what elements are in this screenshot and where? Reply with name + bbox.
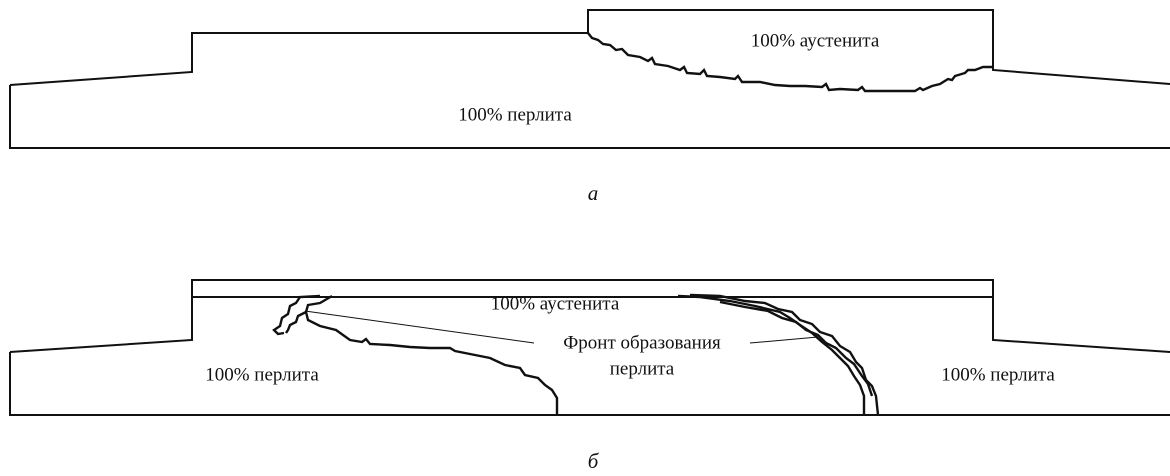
pearlite-front	[677, 294, 866, 415]
austenite-boundary	[587, 32, 993, 93]
pearlite-label: 100% перлита	[941, 364, 1055, 385]
pearlite-label: 100% перлита	[205, 364, 319, 385]
panel-a: 100% аустенита 100% перлита а	[9, 9, 1170, 205]
austenite-label: 100% аустенита	[751, 30, 880, 51]
austenite-label: 100% аустенита	[491, 293, 620, 314]
body-outline	[9, 85, 1170, 149]
pearlite-front	[719, 300, 874, 397]
pearlite-front	[272, 294, 321, 336]
pearlite-front	[689, 293, 880, 416]
body-outline	[9, 9, 1170, 86]
panel-b: 100% аустенита 100% перлита 100% перлита…	[9, 279, 1170, 473]
body-outline	[9, 352, 1170, 416]
caption: а	[588, 181, 599, 205]
caption: б	[588, 449, 600, 473]
leader-line	[749, 336, 819, 344]
front-annotation: перлита	[610, 358, 675, 379]
front-annotation: Фронт образования	[563, 332, 721, 353]
leader-line	[304, 310, 535, 344]
pearlite-front	[285, 294, 333, 334]
pearlite-front	[304, 311, 559, 415]
body-outline	[9, 279, 1170, 353]
pearlite-label: 100% перлита	[458, 104, 572, 125]
